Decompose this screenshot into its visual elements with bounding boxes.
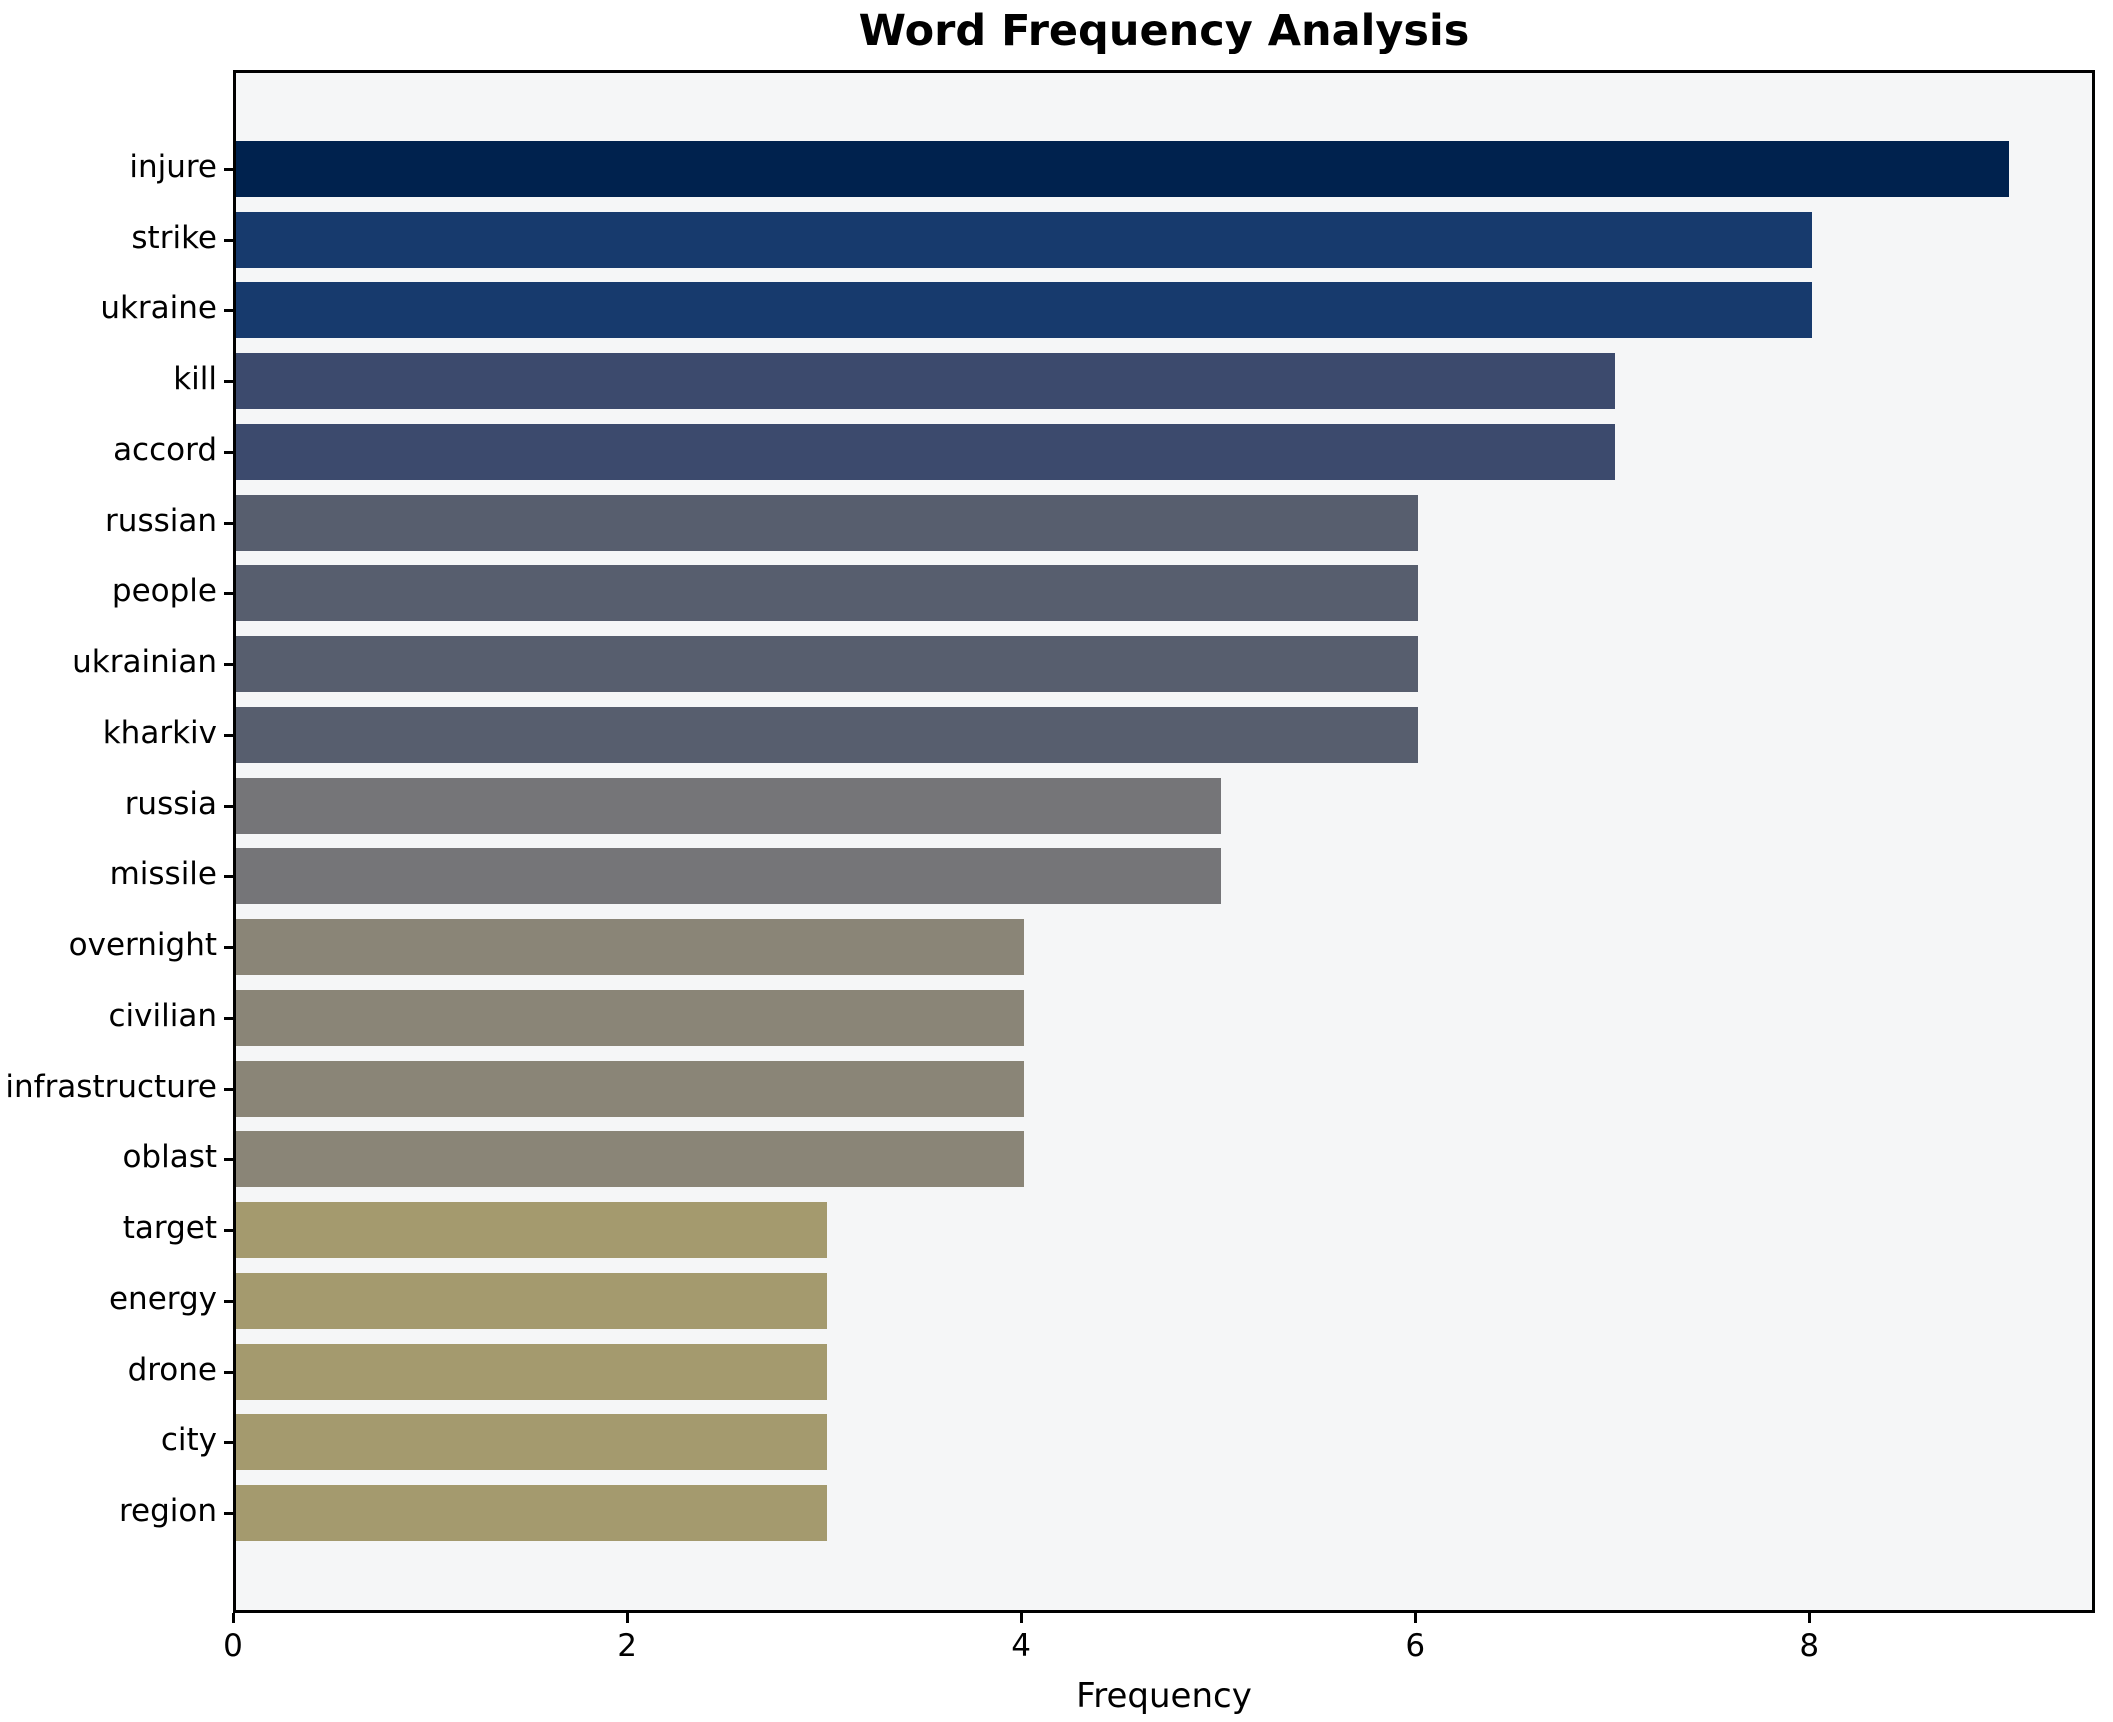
y-tick-mark [224,592,233,596]
x-tick-label-4: 4 [1011,1628,1032,1664]
y-tick-mark [224,733,233,737]
bar-ukraine [236,282,1813,339]
x-tick-mark [1020,1613,1024,1623]
y-tick-mark [224,521,233,525]
y-tick-label-civilian: civilian [108,997,218,1034]
y-tick-label-infrastructure: infrastructure [5,1068,217,1105]
bar-overnight [236,919,1025,976]
bar-oblast [236,1131,1025,1188]
bar-city [236,1414,828,1471]
bar-missile [236,848,1222,905]
bar-russia [236,777,1222,834]
y-tick-mark [224,1229,233,1233]
y-tick-mark [224,1441,233,1445]
bar-kharkiv [236,706,1419,763]
x-tick-mark [1414,1613,1418,1623]
y-tick-label-kharkiv: kharkiv [102,714,217,751]
x-axis-label: Frequency [1076,1676,1252,1716]
y-tick-label-drone: drone [127,1351,217,1388]
x-tick-label-6: 6 [1405,1628,1426,1664]
x-tick-mark [232,1613,235,1623]
y-tick-mark [224,875,233,879]
y-tick-label-missile: missile [109,856,217,893]
bar-russian [236,494,1419,551]
bar-accord [236,423,1616,480]
x-tick-label-8: 8 [1799,1628,1820,1664]
y-tick-mark [224,1370,233,1374]
y-tick-label-kill: kill [173,361,217,398]
y-tick-label-russia: russia [124,785,217,822]
y-tick-mark [224,309,233,313]
y-tick-label-ukraine: ukraine [100,290,217,327]
bar-drone [236,1343,828,1400]
y-tick-label-overnight: overnight [68,927,217,964]
x-tick-mark [626,1613,630,1623]
y-tick-label-region: region [118,1493,217,1530]
x-tick-label-0: 0 [223,1628,243,1664]
y-tick-label-russian: russian [105,502,217,539]
y-tick-label-target: target [122,1210,217,1247]
bar-infrastructure [236,1060,1025,1117]
bar-civilian [236,989,1025,1046]
y-tick-label-strike: strike [131,219,217,256]
y-tick-label-accord: accord [113,431,217,468]
y-tick-mark [224,1087,233,1091]
plot-area [233,70,2095,1613]
x-tick-mark [1808,1613,1812,1623]
y-tick-label-energy: energy [108,1280,217,1317]
y-tick-mark [224,168,233,171]
y-tick-mark [224,1016,233,1020]
x-tick-label-2: 2 [617,1628,637,1664]
bar-ukrainian [236,636,1419,693]
bar-target [236,1202,828,1259]
bar-injure [236,141,2010,197]
bar-strike [236,211,1813,268]
y-tick-mark [224,1158,233,1162]
y-tick-mark [224,238,233,242]
y-tick-mark [224,450,233,454]
y-tick-label-oblast: oblast [122,1139,217,1176]
y-tick-label-city: city [160,1422,217,1459]
y-tick-mark [224,1299,233,1303]
bar-region [236,1485,828,1542]
y-tick-mark [224,380,233,384]
y-tick-label-injure: injure [129,149,217,185]
bar-energy [236,1272,828,1329]
y-tick-mark [224,804,233,808]
y-tick-label-ukrainian: ukrainian [72,644,217,681]
chart-title: Word Frequency Analysis [858,6,1470,56]
y-tick-mark [224,1512,233,1516]
y-tick-label-people: people [111,573,217,610]
bar-kill [236,353,1616,410]
y-tick-mark [224,663,233,667]
y-tick-mark [224,946,233,950]
bar-people [236,565,1419,622]
